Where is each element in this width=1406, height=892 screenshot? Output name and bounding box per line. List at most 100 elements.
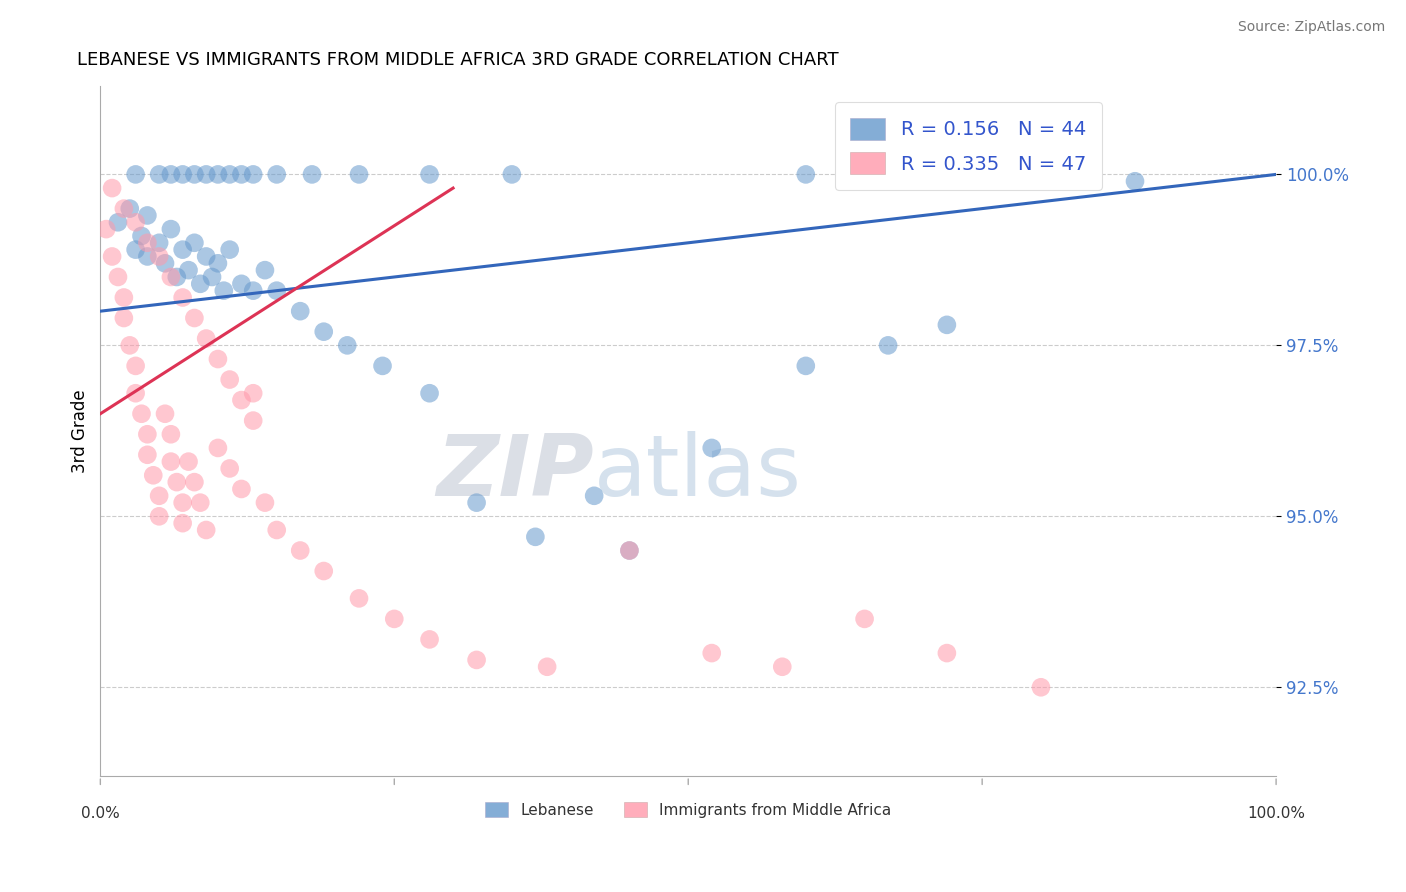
Point xyxy=(172,291,194,305)
Point xyxy=(195,523,218,537)
Point xyxy=(172,168,194,182)
Point xyxy=(172,243,194,257)
Point xyxy=(336,338,359,352)
Point xyxy=(242,284,264,298)
Point xyxy=(347,168,370,182)
Point xyxy=(124,168,146,182)
Point xyxy=(242,414,264,428)
Point xyxy=(253,263,276,277)
Point xyxy=(195,250,218,264)
Point xyxy=(131,229,153,244)
Point xyxy=(524,530,547,544)
Point xyxy=(242,168,264,182)
Text: 100.0%: 100.0% xyxy=(1247,805,1305,821)
Point xyxy=(853,612,876,626)
Point xyxy=(312,325,335,339)
Point xyxy=(218,461,240,475)
Text: atlas: atlas xyxy=(595,431,803,514)
Point xyxy=(112,202,135,216)
Point xyxy=(266,284,288,298)
Point xyxy=(501,168,523,182)
Point xyxy=(583,489,606,503)
Point xyxy=(794,168,817,182)
Point xyxy=(136,209,159,223)
Point xyxy=(131,407,153,421)
Point xyxy=(160,168,183,182)
Point xyxy=(207,256,229,270)
Point xyxy=(700,646,723,660)
Point xyxy=(148,489,170,503)
Point xyxy=(118,338,141,352)
Point xyxy=(770,659,793,673)
Point xyxy=(207,441,229,455)
Point xyxy=(619,543,641,558)
Point xyxy=(148,250,170,264)
Point xyxy=(101,250,124,264)
Point xyxy=(136,448,159,462)
Point xyxy=(536,659,558,673)
Text: Source: ZipAtlas.com: Source: ZipAtlas.com xyxy=(1237,21,1385,34)
Point xyxy=(160,455,183,469)
Point xyxy=(153,256,176,270)
Point xyxy=(231,168,253,182)
Point xyxy=(207,352,229,367)
Point xyxy=(1029,168,1052,182)
Point xyxy=(136,235,159,250)
Point xyxy=(301,168,323,182)
Point xyxy=(935,318,957,332)
Point xyxy=(419,386,441,401)
Point xyxy=(371,359,394,373)
Point xyxy=(290,304,312,318)
Point xyxy=(312,564,335,578)
Point xyxy=(124,359,146,373)
Point xyxy=(253,496,276,510)
Point xyxy=(107,215,129,229)
Point xyxy=(419,632,441,647)
Point xyxy=(212,284,235,298)
Point xyxy=(1029,168,1052,182)
Point xyxy=(465,653,488,667)
Y-axis label: 3rd Grade: 3rd Grade xyxy=(72,389,89,473)
Point xyxy=(177,263,200,277)
Point xyxy=(172,496,194,510)
Point xyxy=(166,270,188,285)
Point xyxy=(112,291,135,305)
Point xyxy=(877,338,900,352)
Point xyxy=(794,359,817,373)
Text: ZIP: ZIP xyxy=(436,431,595,514)
Point xyxy=(619,543,641,558)
Point xyxy=(188,496,211,510)
Text: 0.0%: 0.0% xyxy=(82,805,120,821)
Legend: Lebanese, Immigrants from Middle Africa: Lebanese, Immigrants from Middle Africa xyxy=(479,796,897,824)
Text: LEBANESE VS IMMIGRANTS FROM MIDDLE AFRICA 3RD GRADE CORRELATION CHART: LEBANESE VS IMMIGRANTS FROM MIDDLE AFRIC… xyxy=(77,51,838,69)
Point xyxy=(201,270,224,285)
Point xyxy=(153,407,176,421)
Point xyxy=(160,427,183,442)
Point xyxy=(266,523,288,537)
Point xyxy=(183,475,205,490)
Point xyxy=(218,168,240,182)
Point xyxy=(465,496,488,510)
Point xyxy=(1123,174,1146,188)
Point xyxy=(700,441,723,455)
Point xyxy=(136,250,159,264)
Point xyxy=(148,235,170,250)
Point xyxy=(183,168,205,182)
Point xyxy=(101,181,124,195)
Point xyxy=(183,235,205,250)
Point xyxy=(118,202,141,216)
Point xyxy=(1029,680,1052,694)
Point xyxy=(148,509,170,524)
Point xyxy=(242,386,264,401)
Point xyxy=(218,373,240,387)
Point xyxy=(290,543,312,558)
Point xyxy=(231,277,253,291)
Point xyxy=(419,168,441,182)
Point xyxy=(96,222,118,236)
Point xyxy=(935,646,957,660)
Point xyxy=(195,168,218,182)
Point xyxy=(195,332,218,346)
Point xyxy=(148,168,170,182)
Point xyxy=(382,612,405,626)
Point xyxy=(136,427,159,442)
